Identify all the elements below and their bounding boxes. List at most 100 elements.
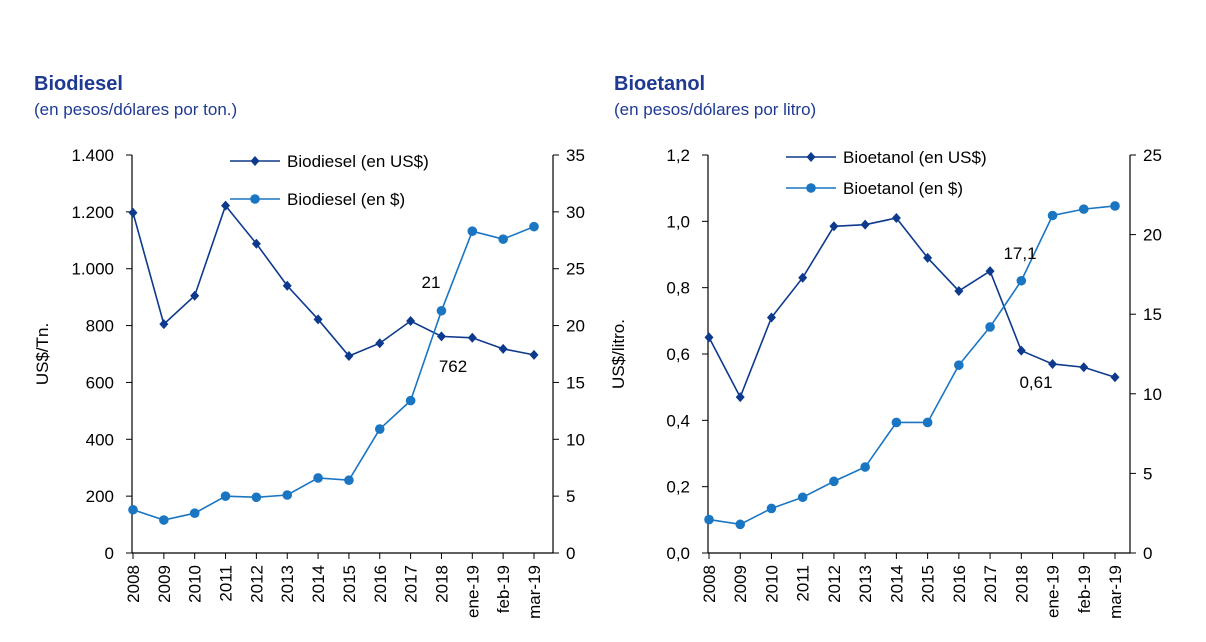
biodiesel-legend-marker-0	[250, 156, 260, 166]
biodiesel-ytick-left-label: 400	[86, 430, 114, 449]
biodiesel-xtick-label: 2009	[155, 565, 174, 603]
biodiesel-point-ars	[374, 424, 385, 434]
biodiesel-point-ars	[467, 226, 478, 236]
bioetanol-point-usd	[1016, 345, 1026, 356]
bioetanol-ytick-left-label: 0,8	[666, 279, 690, 298]
biodiesel-xtick-label: 2008	[124, 565, 143, 603]
biodiesel-point-ars	[128, 504, 138, 515]
biodiesel-ytick-left-label: 1.400	[71, 146, 114, 165]
bioetanol-point-ars	[922, 417, 933, 428]
bioetanol-legend-marker-0	[806, 152, 816, 162]
biodiesel-ytick-right-label: 30	[566, 203, 585, 222]
biodiesel-xtick-label: 2016	[371, 565, 390, 603]
biodiesel-point-usd	[221, 200, 231, 211]
biodiesel-ytick-right-label: 35	[566, 146, 585, 165]
bioetanol-ytick-right-label: 0	[1143, 544, 1152, 563]
bioetanol-xtick-label: 2012	[825, 565, 844, 603]
bioetanol-xtick-label: 2016	[950, 565, 969, 603]
bioetanol-xtick-label: ene-19	[1044, 565, 1063, 618]
bioetanol-point-ars	[766, 503, 777, 514]
biodiesel-point-usd	[159, 319, 169, 330]
bioetanol-legend-label-0: Bioetanol (en US$)	[843, 148, 987, 167]
biodiesel-point-ars	[436, 305, 447, 316]
bioetanol-annotation-1: 0,61	[1019, 373, 1052, 392]
biodiesel-point-usd	[375, 338, 385, 349]
bioetanol-ytick-right-label: 10	[1143, 385, 1162, 404]
biodiesel-xtick-label: 2011	[217, 565, 236, 602]
biodiesel-point-usd	[251, 238, 261, 249]
bioetanol-xtick-label: 2013	[856, 565, 875, 603]
bioetanol-xtick-label: 2009	[731, 565, 750, 603]
bioetanol-series-line-ars	[708, 205, 1116, 526]
biodiesel-series-line-usd	[132, 203, 535, 357]
bioetanol-series-line-usd	[708, 217, 1116, 400]
biodiesel-xtick-label: mar-19	[525, 565, 544, 619]
biodiesel-point-usd	[313, 314, 323, 325]
bioetanol-xtick-label: feb-19	[1075, 565, 1094, 613]
biodiesel-xtick-label: 2014	[309, 565, 328, 603]
bioetanol-xtick-label: 2014	[887, 565, 906, 603]
biodiesel-ytick-left-label: 600	[86, 373, 114, 392]
biodiesel-ytick-right-label: 20	[566, 317, 585, 336]
biodiesel-ytick-right-label: 15	[566, 373, 585, 392]
bioetanol-xtick-label: 2015	[919, 565, 938, 603]
biodiesel-point-ars	[313, 473, 323, 483]
biodiesel-xtick-label: 2018	[432, 565, 451, 603]
biodiesel-annotation-0: 21	[422, 273, 441, 292]
bioetanol-point-usd	[1079, 362, 1089, 373]
biodiesel-legend-label-1: Biodiesel (en $)	[287, 190, 405, 209]
biodiesel-point-usd	[282, 280, 292, 291]
biodiesel-ytick-left-label: 0	[105, 544, 114, 563]
biodiesel-point-usd	[498, 343, 508, 354]
bioetanol-xtick-label: 2010	[762, 565, 781, 603]
bioetanol-point-ars	[891, 417, 902, 428]
biodiesel-point-usd	[128, 207, 138, 218]
biodiesel-xtick-label: 2017	[402, 565, 421, 603]
bioetanol-point-ars	[1047, 210, 1058, 221]
bioetanol-point-usd	[766, 312, 776, 323]
bioetanol-point-usd	[829, 221, 839, 232]
bioetanol-ytick-right-label: 25	[1143, 146, 1162, 165]
bioetanol-ytick-left-label: 0,6	[666, 345, 690, 364]
biodiesel-point-usd	[344, 350, 354, 361]
bioetanol-xtick-label: 2011	[794, 565, 813, 602]
bioetanol-point-usd	[1048, 358, 1058, 369]
biodiesel-ytick-right-label: 0	[566, 544, 575, 563]
bioetanol-point-usd	[860, 219, 870, 230]
biodiesel-ytick-right-label: 5	[566, 487, 575, 506]
bioetanol-annotation-0: 17,1	[1003, 244, 1036, 263]
bioetanol-point-ars	[985, 322, 995, 332]
biodiesel-xtick-label: 2010	[186, 565, 205, 603]
bioetanol-xtick-label: 2018	[1012, 565, 1031, 603]
bioetanol-point-ars	[704, 514, 714, 525]
biodiesel-ytick-right-label: 10	[566, 430, 585, 449]
bioetanol-ytick-left-label: 0,2	[666, 478, 690, 497]
biodiesel-ylabel: US$/Tn.	[33, 323, 52, 385]
biodiesel-point-ars	[220, 491, 231, 501]
biodiesel-point-ars	[498, 234, 508, 244]
biodiesel-point-usd	[436, 331, 446, 342]
bioetanol-ytick-right-label: 5	[1143, 464, 1152, 483]
biodiesel-xtick-label: 2013	[278, 565, 297, 603]
bioetanol-ytick-right-label: 15	[1143, 305, 1162, 324]
biodiesel-point-ars	[189, 508, 200, 518]
bioetanol-title: Bioetanol	[614, 73, 706, 95]
bioetanol-ylabel: US$/litro.	[609, 319, 628, 389]
biodiesel-ytick-left-label: 200	[86, 487, 114, 506]
bioetanol-point-ars	[1078, 204, 1089, 214]
bioetanol-point-usd	[891, 213, 901, 224]
biodiesel-legend-marker-1	[250, 194, 260, 204]
bioetanol-ytick-left-label: 1,0	[666, 212, 690, 231]
bioetanol-point-ars	[735, 519, 746, 530]
bioetanol-point-usd	[923, 252, 933, 263]
bioetanol-ytick-left-label: 0,4	[666, 411, 690, 430]
biodiesel-ytick-left-label: 1.000	[71, 260, 114, 279]
bioetanol-point-usd	[798, 272, 808, 283]
biodiesel-point-ars	[159, 515, 169, 525]
bioetanol-point-usd	[704, 332, 714, 343]
bioetanol-legend-marker-1	[806, 183, 816, 193]
biodiesel-series-line-ars	[132, 225, 535, 521]
biodiesel-point-usd	[406, 316, 416, 327]
bioetanol-xtick-label: 2017	[981, 565, 1000, 603]
biodiesel-point-ars	[344, 475, 354, 486]
